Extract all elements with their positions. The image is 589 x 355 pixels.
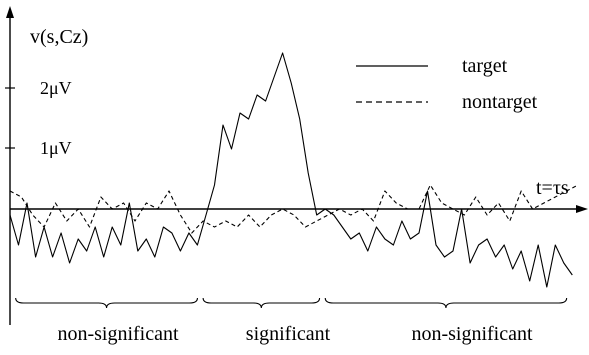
- region-brace-1: [202, 297, 321, 309]
- region-label-2: non-significant: [411, 323, 533, 345]
- time-axis-label: t=τs: [536, 177, 569, 199]
- legend-label-nontarget: nontarget: [462, 91, 538, 113]
- legend: target nontarget: [356, 55, 538, 113]
- y-tick-label-1: 1μV: [40, 138, 72, 158]
- region-label-0: non-significant: [57, 323, 179, 345]
- legend-label-target: target: [462, 55, 508, 77]
- region-brace-2: [324, 297, 568, 309]
- y-axis-label: v(s,Cz): [30, 26, 88, 48]
- series-target: [9, 52, 573, 288]
- region-braces: [15, 297, 568, 309]
- region-label-1: significant: [246, 323, 331, 345]
- traces: [9, 52, 579, 288]
- y-tick-label-2: 2μV: [40, 78, 72, 98]
- x-axis-arrow: [576, 205, 588, 213]
- series-nontarget: [9, 184, 579, 234]
- y-ticks: 2μV 1μV: [5, 78, 72, 158]
- y-axis-arrow: [6, 6, 14, 18]
- region-brace-0: [15, 297, 198, 309]
